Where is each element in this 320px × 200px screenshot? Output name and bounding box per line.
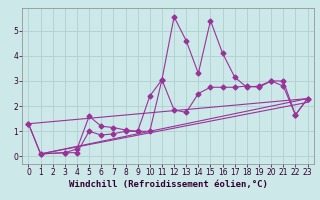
X-axis label: Windchill (Refroidissement éolien,°C): Windchill (Refroidissement éolien,°C) (68, 180, 268, 189)
